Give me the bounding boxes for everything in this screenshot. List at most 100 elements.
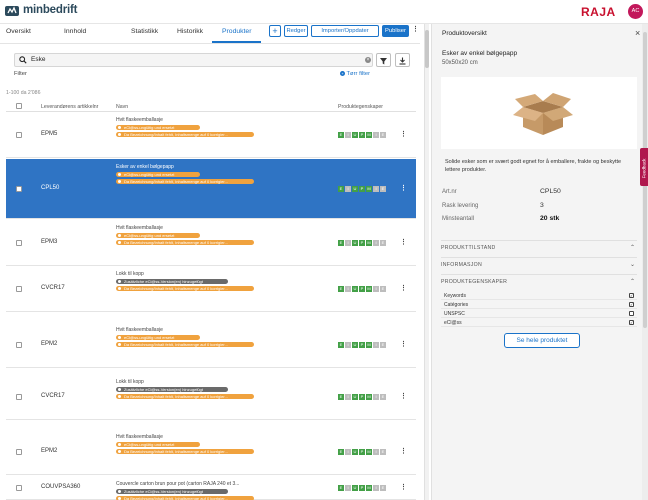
table-row[interactable]: EPM2 Hvit flaskeemballasje eCl@ss-ungültig… <box>6 429 416 475</box>
header-code: Leverandørens artikkelnr <box>41 104 99 110</box>
remove-filter-link[interactable]: + Tørr filter <box>340 71 370 77</box>
row-menu-icon[interactable]: ⋮ <box>400 484 407 491</box>
property-checkbox[interactable] <box>629 311 634 316</box>
tab-produkter[interactable]: Produkter <box>222 28 252 35</box>
status-badge: eCl@ss-ungültig und ersetzt <box>116 172 200 177</box>
property-badge: E <box>338 394 344 400</box>
property-check-row: UNSPSC <box>441 310 637 318</box>
row-menu-icon[interactable]: ⋮ <box>400 285 407 292</box>
list-scrollbar[interactable] <box>424 24 429 500</box>
active-tab-indicator <box>212 41 261 43</box>
table-row[interactable]: EPM5 Hvit flaskeemballasje eCl@ss-ungültig… <box>6 112 416 158</box>
tab-innhold[interactable]: Innhold <box>64 28 87 35</box>
row-checkbox[interactable] <box>16 186 22 192</box>
search-icon <box>19 56 27 64</box>
property-badge: U <box>352 485 358 491</box>
status-badge: eCl@ss-ungültig und ersetzt <box>116 233 200 238</box>
property-badge: I <box>373 394 379 400</box>
property-badge: E <box>338 286 344 292</box>
row-menu-icon[interactable]: ⋮ <box>400 393 407 400</box>
row-code: COUVPSA360 <box>41 484 81 490</box>
property-badge: E <box>380 132 386 138</box>
row-checkbox[interactable] <box>16 394 22 400</box>
feedback-label: Feedback <box>641 158 647 179</box>
remove-filter-label: Tørr filter <box>346 71 371 78</box>
row-checkbox[interactable] <box>16 240 22 246</box>
select-all-checkbox[interactable] <box>16 103 22 109</box>
table-row[interactable]: CVCR17 Lokk til kopp Zusätzliche eCl@ss-Ve… <box>6 266 416 312</box>
table-row[interactable]: CPL50 Esker av enkel bølgepapp eCl@ss-ungü… <box>6 159 416 219</box>
property-checkbox[interactable]: ✓ <box>629 320 634 325</box>
status-badge: Da Bezeichnung/Inhalt fehlt, Inhaltsmeng… <box>116 286 254 291</box>
user-avatar[interactable]: AC <box>628 4 643 19</box>
property-badge: E <box>338 449 344 455</box>
property-check-label: Catégories <box>444 302 469 308</box>
row-menu-icon[interactable]: ⋮ <box>400 131 407 138</box>
row-description: Couvercle carton brun pour pot (carton R… <box>116 481 240 487</box>
row-checkbox[interactable] <box>16 485 22 491</box>
edit-button[interactable]: Redger <box>284 25 308 37</box>
property-badge: M <box>366 286 372 292</box>
table-row[interactable]: COUVPSA360 Couvercle carton brun pour pot… <box>6 476 416 500</box>
property-badge: M <box>366 394 372 400</box>
property-check-row: Keywords ✓ <box>441 292 637 300</box>
property-badge: I <box>373 449 379 455</box>
table-row[interactable]: EPM2 Hvit flaskeemballasje eCl@ss-ungültig… <box>6 322 416 368</box>
row-description: Hvit flaskeemballasje <box>116 327 163 333</box>
add-button[interactable]: + <box>269 25 281 37</box>
more-options-icon[interactable]: ⋮ <box>412 26 419 33</box>
row-checkbox[interactable] <box>16 132 22 138</box>
minbedrift-logo[interactable]: minbedrift <box>4 3 84 19</box>
property-badge: P <box>359 186 365 192</box>
header-name[interactable]: Navn <box>116 104 129 110</box>
download-button[interactable] <box>395 53 410 67</box>
row-checkbox[interactable] <box>16 449 22 455</box>
property-checkbox[interactable]: ✓ <box>629 302 634 307</box>
row-description: Hvit flaskeemballasje <box>116 434 163 440</box>
row-checkbox[interactable] <box>16 286 22 292</box>
table-row[interactable]: CVCR17 Lokk til kopp Zusätzliche eCl@ss-Ve… <box>6 374 416 420</box>
property-badge: I <box>373 186 379 192</box>
search-field[interactable]: Eske × <box>14 53 373 67</box>
chevron-up-icon: ⌃ <box>630 245 636 251</box>
section-condition[interactable]: PRODUKTTILSTAND ⌃ <box>441 240 637 256</box>
status-badge: Da Bezeichnung/Inhalt fehlt, Inhaltsmeng… <box>116 394 254 399</box>
list-scroll-thumb[interactable] <box>425 30 429 68</box>
publish-button[interactable]: Publiser <box>382 25 409 37</box>
property-badge: P <box>359 132 365 138</box>
property-badge: U <box>352 342 358 348</box>
search-input[interactable]: Eske <box>31 56 46 63</box>
close-icon[interactable]: × <box>635 28 641 38</box>
product-overview-panel: Produktoversikt × Esker av enkel bølgepa… <box>431 24 648 500</box>
table-row[interactable]: EPM3 Hvit flaskeemballasje eCl@ss-ungültig… <box>6 220 416 266</box>
row-menu-icon[interactable]: ⋮ <box>400 448 407 455</box>
property-badge: E <box>380 485 386 491</box>
tab-statistikk[interactable]: Statistikk <box>131 28 159 35</box>
property-badge: I <box>345 240 351 246</box>
tab-historikk[interactable]: Historikk <box>177 28 204 35</box>
row-description: Esker av enkel bølgepapp <box>116 164 174 170</box>
property-badge: E <box>380 240 386 246</box>
row-menu-icon[interactable]: ⋮ <box>400 239 407 246</box>
row-description: Hvit flaskeemballasje <box>116 117 163 123</box>
row-menu-icon[interactable]: ⋮ <box>400 341 407 348</box>
section-properties[interactable]: PRODUKTEGENSKAPER ⌃ <box>441 274 637 290</box>
property-badge: E <box>338 485 344 491</box>
section-information[interactable]: INFORMASJON ⌄ <box>441 257 637 273</box>
see-full-product-button[interactable]: Se hele produktet <box>504 333 580 348</box>
row-menu-icon[interactable]: ⋮ <box>400 185 407 192</box>
clear-search-icon[interactable]: × <box>365 57 371 63</box>
property-checkbox[interactable]: ✓ <box>629 293 634 298</box>
feedback-tab[interactable]: Feedback <box>640 148 648 186</box>
import-update-button[interactable]: Importer/Oppdater <box>311 25 379 37</box>
row-checkbox[interactable] <box>16 342 22 348</box>
panel-scrollbar[interactable] <box>642 24 648 500</box>
status-badge: Da Bezeichnung/Inhalt fehlt, Inhaltsmeng… <box>116 496 254 500</box>
property-badge: I <box>345 342 351 348</box>
filter-button[interactable] <box>376 53 391 67</box>
tab-oversikt[interactable]: Oversikt <box>6 28 31 35</box>
